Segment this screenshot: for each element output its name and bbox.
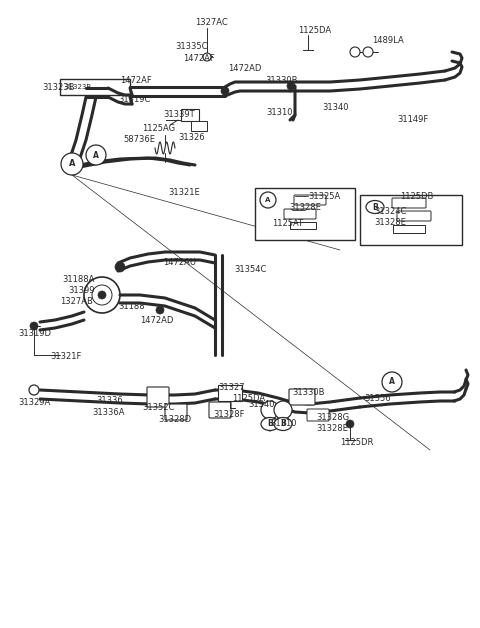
FancyBboxPatch shape bbox=[218, 385, 242, 401]
Text: 31321E: 31321E bbox=[168, 188, 200, 197]
Text: 31330B: 31330B bbox=[292, 388, 324, 397]
Circle shape bbox=[30, 322, 38, 330]
Text: 31328E: 31328E bbox=[374, 218, 406, 227]
Text: 31329A: 31329A bbox=[18, 398, 50, 407]
Text: 1125AT: 1125AT bbox=[272, 219, 303, 228]
Circle shape bbox=[115, 262, 125, 272]
Text: 31352C: 31352C bbox=[142, 403, 174, 412]
FancyBboxPatch shape bbox=[60, 79, 130, 95]
Text: 31328E: 31328E bbox=[316, 424, 348, 433]
Text: 31310: 31310 bbox=[270, 419, 297, 428]
Text: 1472AU: 1472AU bbox=[163, 258, 196, 267]
Text: 31323B: 31323B bbox=[64, 84, 91, 90]
Text: A: A bbox=[69, 160, 75, 168]
Text: A: A bbox=[93, 151, 99, 160]
Text: 1125DR: 1125DR bbox=[340, 438, 373, 447]
Text: A: A bbox=[265, 197, 271, 203]
Circle shape bbox=[260, 192, 276, 208]
Ellipse shape bbox=[366, 200, 384, 214]
Circle shape bbox=[156, 306, 164, 314]
Text: 31149F: 31149F bbox=[397, 115, 428, 124]
Text: 31323B: 31323B bbox=[42, 83, 74, 92]
Text: 31336: 31336 bbox=[96, 396, 123, 405]
Text: 31326: 31326 bbox=[178, 133, 204, 142]
FancyBboxPatch shape bbox=[181, 109, 199, 121]
Circle shape bbox=[350, 47, 360, 57]
FancyBboxPatch shape bbox=[392, 198, 426, 208]
Circle shape bbox=[382, 372, 402, 392]
Text: 58736E: 58736E bbox=[123, 135, 155, 144]
FancyBboxPatch shape bbox=[397, 211, 431, 221]
Circle shape bbox=[61, 153, 83, 175]
Text: 31335C: 31335C bbox=[175, 42, 207, 51]
Text: 1489LA: 1489LA bbox=[372, 36, 404, 45]
Text: 31310: 31310 bbox=[266, 108, 292, 117]
Text: B: B bbox=[280, 420, 286, 428]
Text: 1327AC: 1327AC bbox=[195, 18, 228, 27]
Text: 31319D: 31319D bbox=[18, 329, 51, 338]
FancyBboxPatch shape bbox=[191, 121, 207, 131]
FancyBboxPatch shape bbox=[307, 409, 329, 421]
Text: 1472AD: 1472AD bbox=[228, 64, 262, 73]
FancyBboxPatch shape bbox=[284, 209, 316, 219]
FancyBboxPatch shape bbox=[294, 195, 326, 205]
FancyBboxPatch shape bbox=[289, 389, 315, 405]
Text: A: A bbox=[389, 377, 395, 386]
Circle shape bbox=[98, 291, 106, 299]
Ellipse shape bbox=[274, 418, 292, 431]
Circle shape bbox=[203, 53, 211, 61]
Text: 31328E: 31328E bbox=[289, 203, 321, 212]
FancyBboxPatch shape bbox=[255, 188, 355, 240]
FancyBboxPatch shape bbox=[165, 404, 187, 420]
Text: 31325A: 31325A bbox=[308, 192, 340, 201]
Text: 1327AB: 1327AB bbox=[60, 297, 93, 306]
Text: 1472AF: 1472AF bbox=[120, 76, 152, 85]
Circle shape bbox=[221, 87, 229, 95]
Text: 31339T: 31339T bbox=[163, 110, 194, 119]
Text: 1472AF: 1472AF bbox=[183, 54, 215, 63]
Text: 1125AG: 1125AG bbox=[142, 124, 175, 133]
Circle shape bbox=[84, 277, 120, 313]
FancyBboxPatch shape bbox=[209, 402, 231, 418]
Circle shape bbox=[287, 82, 295, 90]
Text: 31336A: 31336A bbox=[92, 408, 124, 417]
Text: 31328D: 31328D bbox=[158, 415, 191, 424]
Text: 31188: 31188 bbox=[118, 302, 144, 311]
Text: 31327: 31327 bbox=[218, 383, 245, 392]
Text: 31328F: 31328F bbox=[213, 410, 244, 419]
Circle shape bbox=[261, 401, 279, 419]
FancyBboxPatch shape bbox=[290, 222, 316, 229]
Text: 31340: 31340 bbox=[322, 103, 348, 112]
Ellipse shape bbox=[261, 418, 279, 431]
Text: 31340: 31340 bbox=[248, 400, 275, 409]
Text: 31399: 31399 bbox=[68, 286, 95, 295]
Text: 1125DB: 1125DB bbox=[400, 192, 433, 201]
Circle shape bbox=[92, 285, 112, 305]
Text: 31319C: 31319C bbox=[118, 95, 150, 104]
Text: B: B bbox=[267, 420, 273, 428]
FancyBboxPatch shape bbox=[147, 387, 169, 407]
Circle shape bbox=[346, 420, 354, 428]
Text: 31330B: 31330B bbox=[265, 76, 298, 85]
Circle shape bbox=[274, 401, 292, 419]
Text: 1472AD: 1472AD bbox=[140, 316, 173, 325]
Circle shape bbox=[86, 145, 106, 165]
Text: 31188A: 31188A bbox=[62, 275, 95, 284]
Text: 1125DA: 1125DA bbox=[298, 26, 331, 35]
Circle shape bbox=[363, 47, 373, 57]
Text: 31321F: 31321F bbox=[50, 352, 82, 361]
Text: 31328G: 31328G bbox=[316, 413, 349, 422]
Text: 1125DA: 1125DA bbox=[232, 394, 265, 403]
Text: 31354C: 31354C bbox=[234, 265, 266, 274]
Text: B: B bbox=[372, 202, 378, 212]
Circle shape bbox=[29, 385, 39, 395]
FancyBboxPatch shape bbox=[360, 195, 462, 245]
Text: 31324C: 31324C bbox=[374, 207, 407, 216]
Text: 31356: 31356 bbox=[364, 394, 391, 403]
FancyBboxPatch shape bbox=[393, 225, 425, 233]
